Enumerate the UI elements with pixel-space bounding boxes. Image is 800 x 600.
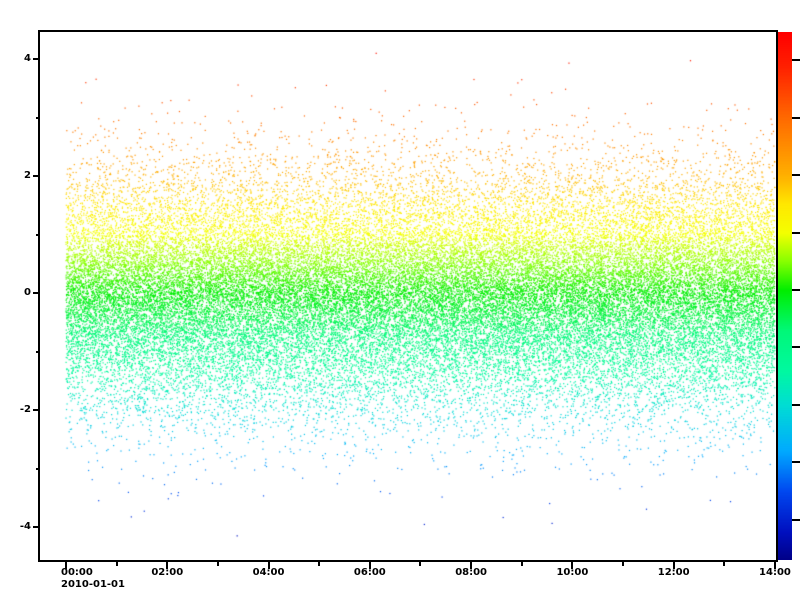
x-axis-tick-label: 14:00 [759, 567, 791, 578]
colorbar-tick [792, 116, 800, 119]
x-axis-tick-label: 06:00 [353, 567, 386, 578]
colorbar-tick [792, 289, 800, 291]
x-axis-tick-label: 02:00 [151, 567, 184, 578]
colorbar-tick [792, 403, 800, 406]
y-axis-tick-label: -4 [19, 521, 31, 532]
x-axis-major-tick [773, 562, 776, 569]
x-axis-minor-tick [723, 562, 726, 566]
x-axis-major-tick [672, 562, 675, 569]
colorbar-tick [792, 59, 800, 62]
x-axis-minor-tick [216, 562, 219, 566]
x-axis-tick-label: 10:00 [556, 567, 589, 578]
colorbar-tick [792, 518, 800, 521]
y-axis-minor-tick [36, 350, 40, 353]
colorbar-tick [792, 174, 800, 177]
x-axis-tick-label: 12:00 [657, 567, 690, 578]
x-axis-major-tick [368, 562, 371, 569]
y-axis-major-tick [33, 175, 40, 177]
x-axis-minor-tick [520, 562, 523, 566]
x-axis-major-tick [571, 562, 574, 569]
x-axis-tick-label: 08:00 [455, 567, 488, 578]
y-axis-major-tick [33, 409, 40, 411]
y-axis-tick-label: -2 [19, 404, 31, 415]
x-axis-date-label: 2010-01-01 [61, 579, 125, 590]
colorbar-tick [792, 461, 800, 464]
x-axis-minor-tick [622, 562, 625, 566]
x-axis-major-tick [470, 562, 473, 569]
x-axis-minor-tick [318, 562, 321, 566]
y-axis-minor-tick [36, 467, 40, 470]
scatter-plot-canvas[interactable] [40, 32, 776, 560]
colorbar-tick [792, 231, 800, 234]
x-axis-major-tick [65, 562, 67, 569]
y-axis-minor-tick [36, 233, 40, 236]
y-axis-tick-label: 0 [24, 287, 31, 298]
x-axis-minor-tick [115, 562, 118, 566]
colorbar [778, 32, 792, 560]
x-axis-tick-label: 00:00 [61, 567, 93, 578]
colorbar-tick [792, 346, 800, 349]
y-axis-major-tick [33, 58, 40, 60]
x-axis-major-tick [267, 562, 270, 569]
y-axis-tick-label: 2 [24, 170, 31, 181]
y-axis-major-tick [33, 292, 40, 294]
y-axis-minor-tick [36, 116, 40, 119]
y-axis-tick-label: 4 [24, 53, 31, 64]
y-axis-major-tick [33, 526, 40, 528]
x-axis-minor-tick [419, 562, 422, 566]
x-axis-major-tick [166, 562, 169, 569]
x-axis-tick-label: 04:00 [252, 567, 285, 578]
